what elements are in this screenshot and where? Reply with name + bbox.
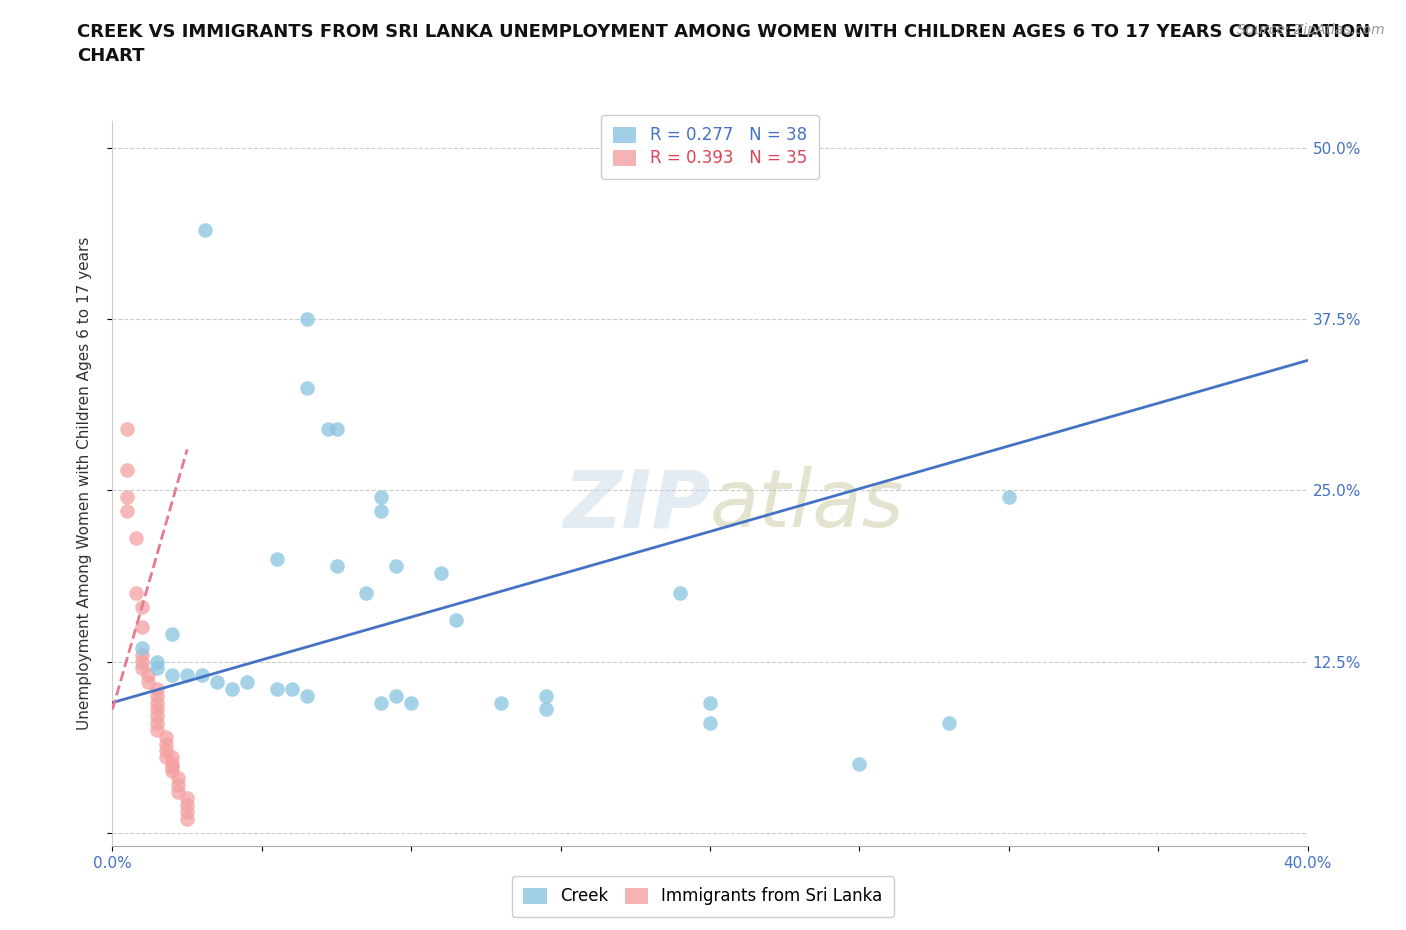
Point [146, 661, 169, 676]
Point [669, 586, 692, 601]
Point [146, 709, 169, 724]
Point [699, 695, 721, 710]
Point [117, 421, 139, 436]
Point [146, 682, 169, 697]
Point [848, 757, 870, 772]
Y-axis label: Unemployment Among Women with Children Ages 6 to 17 years: Unemployment Among Women with Children A… [77, 237, 91, 730]
Point [236, 674, 259, 689]
Point [117, 503, 139, 518]
Point [131, 661, 153, 676]
Text: atlas: atlas [710, 466, 905, 544]
Point [370, 503, 392, 518]
Point [162, 668, 183, 683]
Point [221, 682, 243, 697]
Point [155, 737, 177, 751]
Point [295, 312, 318, 326]
Point [146, 716, 169, 731]
Point [176, 804, 198, 819]
Point [266, 551, 288, 566]
Point [162, 760, 183, 775]
Point [146, 702, 169, 717]
Text: CREEK VS IMMIGRANTS FROM SRI LANKA UNEMPLOYMENT AMONG WOMEN WITH CHILDREN AGES 6: CREEK VS IMMIGRANTS FROM SRI LANKA UNEMP… [77, 23, 1371, 65]
Text: ZIP: ZIP [562, 466, 710, 544]
Point [131, 620, 153, 635]
Point [125, 586, 148, 601]
Point [155, 729, 177, 744]
Point [155, 750, 177, 764]
Point [146, 688, 169, 703]
Text: Source: ZipAtlas.com: Source: ZipAtlas.com [1237, 23, 1385, 37]
Point [146, 695, 169, 710]
Point [370, 490, 392, 505]
Point [325, 421, 347, 436]
Point [191, 668, 214, 683]
Legend: R = 0.277   N = 38, R = 0.393   N = 35: R = 0.277 N = 38, R = 0.393 N = 35 [602, 114, 818, 179]
Point [534, 702, 557, 717]
Point [401, 695, 423, 710]
Point [162, 764, 183, 778]
Point [281, 682, 304, 697]
Point [699, 716, 721, 731]
Point [131, 599, 153, 614]
Point [295, 688, 318, 703]
Point [176, 812, 198, 827]
Point [138, 674, 160, 689]
Point [155, 743, 177, 758]
Point [385, 558, 408, 573]
Point [998, 490, 1021, 505]
Point [325, 558, 347, 573]
Point [266, 682, 288, 697]
Point [205, 674, 228, 689]
Point [295, 380, 318, 395]
Point [117, 462, 139, 477]
Point [162, 627, 183, 642]
Point [131, 647, 153, 662]
Point [316, 421, 339, 436]
Point [489, 695, 512, 710]
Point [194, 223, 217, 238]
Point [356, 586, 378, 601]
Point [370, 695, 392, 710]
Point [146, 654, 169, 669]
Point [444, 613, 467, 628]
Point [162, 757, 183, 772]
Point [938, 716, 960, 731]
Point [131, 654, 153, 669]
Point [176, 798, 198, 813]
Point [167, 784, 190, 799]
Point [146, 723, 169, 737]
Point [176, 668, 198, 683]
Point [430, 565, 453, 580]
Point [117, 490, 139, 505]
Point [534, 688, 557, 703]
Point [176, 790, 198, 805]
Point [162, 750, 183, 764]
Legend: Creek, Immigrants from Sri Lanka: Creek, Immigrants from Sri Lanka [512, 876, 894, 917]
Point [167, 770, 190, 785]
Point [385, 688, 408, 703]
Point [131, 641, 153, 656]
Point [167, 777, 190, 792]
Point [125, 531, 148, 546]
Point [138, 668, 160, 683]
